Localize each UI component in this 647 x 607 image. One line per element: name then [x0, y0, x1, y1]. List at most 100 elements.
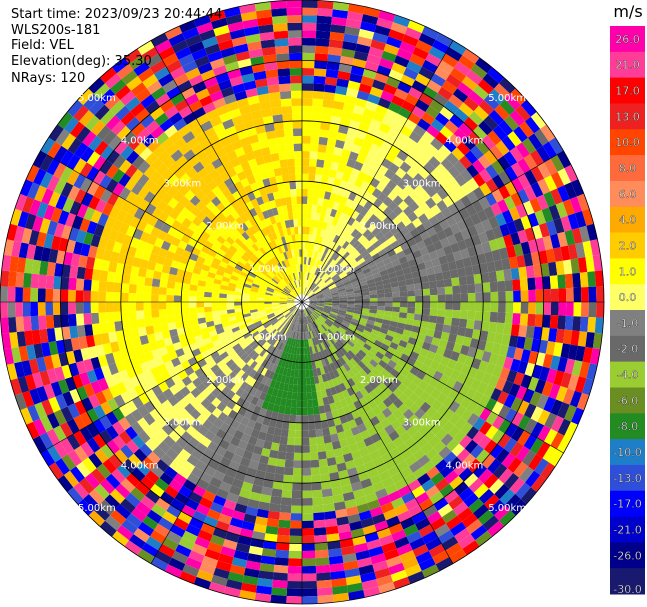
velocity-gate: [377, 297, 386, 302]
velocity-gate: [316, 298, 325, 301]
velocity-gate: [264, 61, 278, 71]
velocity-gate: [488, 271, 498, 283]
velocity-gate: [564, 229, 576, 246]
velocity-gate: [366, 350, 376, 359]
velocity-gate: [363, 219, 373, 230]
velocity-gate: [178, 262, 188, 271]
velocity-gate: [279, 297, 288, 300]
velocity-gate: [264, 433, 274, 443]
velocity-gate: [408, 403, 420, 415]
velocity-gate: [341, 484, 353, 494]
velocity-gate: [421, 479, 436, 492]
velocity-gate: [156, 339, 166, 349]
velocity-gate: [247, 158, 258, 169]
velocity-gate: [0, 270, 10, 287]
velocity-gate: [203, 76, 219, 89]
velocity-gate: [381, 115, 395, 128]
velocity-gate: [94, 483, 110, 500]
velocity-gate: [415, 492, 430, 505]
velocity-gate: [353, 50, 369, 62]
velocity-gate: [36, 356, 47, 373]
velocity-gate: [291, 361, 296, 370]
velocity-gate: [185, 557, 202, 570]
velocity-gate: [324, 518, 338, 528]
velocity-gate: [323, 214, 330, 223]
velocity-gate: [271, 266, 279, 274]
velocity-gate: [204, 548, 221, 561]
velocity-gate: [283, 288, 290, 294]
velocity-gate: [358, 564, 375, 576]
velocity-gate: [272, 404, 280, 413]
velocity-gate: [284, 276, 290, 284]
velocity-gate: [127, 203, 139, 217]
velocity-gate: [353, 313, 362, 318]
velocity-gate: [254, 205, 263, 215]
velocity-gate: [281, 335, 287, 344]
velocity-gate: [306, 290, 313, 297]
velocity-gate: [520, 374, 532, 389]
velocity-gate: [395, 327, 405, 335]
velocity-gate: [476, 381, 489, 395]
velocity-gate: [302, 264, 304, 272]
velocity-gate: [419, 413, 431, 425]
velocity-gate: [207, 235, 217, 245]
velocity-gate: [300, 271, 302, 280]
velocity-gate: [498, 344, 509, 357]
velocity-gate: [295, 308, 300, 317]
velocity-gate: [211, 306, 220, 312]
velocity-gate: [391, 311, 400, 318]
velocity-gate: [253, 477, 265, 487]
velocity-gate: [136, 239, 147, 251]
velocity-gate: [396, 274, 406, 282]
velocity-gate: [335, 255, 343, 263]
velocity-gate: [337, 313, 346, 319]
velocity-gate: [218, 154, 230, 165]
velocity-gate: [280, 497, 292, 506]
velocity-gate: [432, 370, 444, 382]
velocity-gate: [498, 120, 514, 136]
velocity-gate: [297, 218, 302, 227]
velocity-gate: [246, 127, 258, 137]
velocity-gate: [407, 112, 422, 125]
velocity-gate: [316, 344, 321, 353]
velocity-gate: [539, 366, 550, 382]
velocity-gate: [243, 355, 252, 364]
velocity-gate: [189, 195, 201, 206]
velocity-gate: [409, 537, 426, 551]
velocity-gate: [475, 292, 484, 302]
velocity-gate: [325, 319, 333, 326]
velocity-gate: [243, 567, 260, 578]
velocity-gate: [265, 377, 273, 387]
velocity-gate: [255, 335, 263, 343]
velocity-gate: [452, 302, 461, 311]
velocity-gate: [99, 88, 116, 105]
velocity-gate: [254, 389, 263, 399]
field-label: Field: VEL: [11, 38, 74, 53]
velocity-gate: [421, 112, 436, 125]
velocity-gate: [196, 312, 206, 319]
velocity-gate: [425, 447, 439, 461]
velocity-gate: [411, 270, 421, 279]
velocity-gate: [306, 346, 311, 355]
velocity-gate: [374, 520, 389, 532]
velocity-gate: [69, 388, 82, 404]
velocity-gate: [258, 407, 267, 417]
velocity-gate: [481, 135, 496, 150]
velocity-gate: [178, 195, 190, 207]
velocity-gate: [0, 302, 8, 318]
velocity-gate: [67, 185, 80, 201]
velocity-gate: [363, 200, 373, 211]
velocity-gate: [230, 256, 239, 265]
velocity-gate: [417, 473, 431, 486]
velocity-gate: [412, 448, 426, 461]
velocity-gate: [257, 259, 265, 267]
velocity-gate: [503, 234, 514, 248]
velocity-gate: [248, 545, 263, 556]
velocity-gate: [316, 318, 323, 326]
velocity-gate: [251, 484, 263, 494]
velocity-gate: [357, 323, 366, 330]
velocity-gate: [400, 125, 413, 138]
velocity-gate: [383, 283, 392, 289]
velocity-gate: [348, 443, 359, 453]
velocity-gate: [302, 437, 310, 446]
